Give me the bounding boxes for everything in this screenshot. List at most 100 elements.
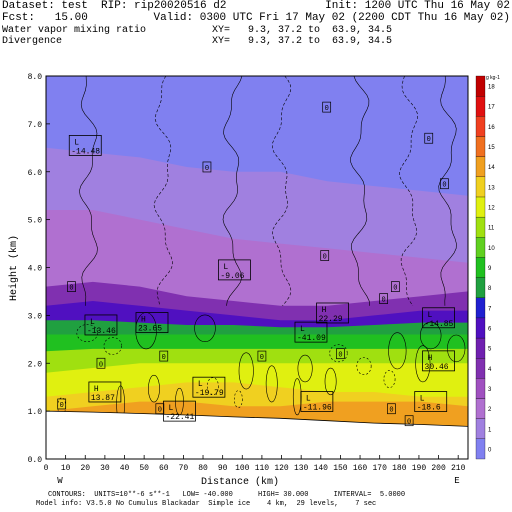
extremum-value: -11.96	[303, 404, 332, 413]
zero-contour-box	[424, 132, 434, 144]
colorbar-label: 17	[488, 105, 495, 111]
colorbar-swatch	[475, 156, 486, 177]
divergence-contour	[103, 337, 122, 355]
zero-contour-label: 0	[427, 136, 431, 144]
colorbar-label: 1	[488, 427, 492, 433]
colorbar-label: 11	[488, 226, 495, 232]
dataset-line: Dataset: test RIP: rip20020516 d2	[2, 0, 227, 12]
init-time: Init: 1200 UTC Thu 16 May 02	[325, 0, 510, 12]
extremum-kind: L	[223, 263, 228, 272]
divergence-contour	[388, 332, 407, 370]
colorbar-swatch	[475, 277, 486, 298]
x-tick-label: 130	[294, 464, 309, 473]
x-tick-label: 190	[412, 464, 427, 473]
y-tick-label: 4.0	[28, 265, 43, 274]
x-tick-label: 150	[333, 464, 348, 473]
x-tick-label: 70	[179, 464, 189, 473]
divergence-contour	[265, 365, 278, 403]
divergence-contour	[356, 357, 372, 376]
divergence-contour	[76, 324, 98, 343]
colorbar-swatch	[475, 297, 486, 319]
x-axis-label: Distance (km)	[201, 476, 279, 488]
x-tick-label: 210	[451, 464, 466, 473]
extremum-value: -14.48	[71, 147, 100, 156]
x-tick-label: 90	[218, 464, 228, 473]
colorbar-unit: g kg-1	[486, 75, 500, 81]
zero-contour-box	[379, 293, 388, 304]
west-label: W	[57, 476, 63, 486]
extremum-value: -14.85	[425, 320, 454, 329]
zero-contour-box	[159, 350, 169, 362]
x-tick-label: 200	[431, 464, 446, 473]
colorbar-label: 16	[488, 125, 495, 131]
extremum-kind: L	[306, 395, 311, 404]
extremum-box	[84, 314, 118, 336]
low-label: L-11.96	[300, 391, 334, 413]
divergence-contour	[383, 370, 396, 388]
extremum-kind: L	[74, 138, 79, 147]
extremum-box	[300, 391, 334, 412]
extremum-value: -13.46	[87, 327, 116, 336]
zero-contour-box	[440, 178, 449, 190]
x-tick-label: 170	[372, 464, 387, 473]
east-label: E	[454, 476, 459, 486]
extremum-value: 30.46	[425, 363, 449, 372]
extremum-kind: L	[420, 395, 425, 404]
zero-contour-box	[336, 348, 345, 360]
divergence-contour	[194, 314, 216, 343]
zero-contour-box	[387, 403, 396, 415]
zero-contour-label: 0	[393, 285, 397, 293]
colorbar-swatch	[475, 237, 486, 258]
x-tick-label: 50	[139, 464, 149, 473]
x-tick-label: 30	[100, 464, 110, 473]
x-tick-label: 160	[353, 464, 368, 473]
extremum-value: -19.79	[195, 389, 224, 398]
x-tick-label: 20	[80, 464, 90, 473]
zero-contour-box	[96, 357, 106, 369]
divergence-contour	[297, 354, 313, 383]
low-label: L-19.79	[192, 376, 226, 398]
low-label: L-18.6	[414, 391, 448, 413]
divergence-contour	[234, 390, 243, 409]
y-tick-label: 8.0	[28, 73, 43, 82]
low-label: L-22.41	[163, 400, 196, 422]
colorbar-label: 5	[488, 347, 492, 353]
extremum-kind: L	[168, 404, 173, 413]
zero-contour-box	[391, 281, 400, 292]
x-tick-label: 140	[314, 464, 329, 473]
divergence-contour	[153, 76, 173, 306]
colorbar-label: 0	[488, 447, 492, 453]
colorbar-label: 14	[488, 165, 495, 171]
axes: 0 10 20 30 40 50 60 70 80 90 100 110 120 130 140 150 160…	[28, 73, 466, 473]
zero-contour-label: 0	[260, 354, 264, 362]
extremum-box	[316, 302, 349, 324]
divergence-contour	[447, 334, 466, 363]
zero-contour-label: 0	[162, 354, 166, 362]
cross-section-xy-contoured: XY= 9.3, 37.2 to 63.9, 34.5	[212, 36, 393, 47]
divergence-contour	[222, 76, 243, 306]
y-tick-label: 1.0	[28, 408, 43, 417]
extremum-box	[88, 381, 122, 403]
zero-contour-label: 0	[99, 361, 103, 369]
extremum-value: 23.65	[138, 325, 162, 334]
extremum-kind: H	[322, 306, 327, 315]
zero-contour-label: 0	[205, 165, 209, 173]
colorbar-swatch	[475, 257, 486, 278]
x-tick-label: 110	[255, 464, 270, 473]
colorbar-swatch	[475, 438, 486, 460]
colorbar-swatch	[475, 337, 486, 359]
terrain-profile	[46, 410, 468, 459]
extremum-kind: L	[428, 311, 433, 320]
extremum-box	[294, 321, 328, 343]
extremum-value: -41.09	[297, 334, 326, 343]
zero-contour-box	[57, 398, 67, 410]
colorbar-label: 10	[488, 246, 495, 252]
colorbar-swatch	[475, 216, 486, 238]
extremum-box	[218, 259, 251, 281]
y-axis-label: Height (km)	[8, 235, 20, 301]
colorbar-label: 12	[488, 206, 495, 212]
extremum-value: 22.29	[319, 315, 343, 324]
extremum-kind: H	[94, 385, 99, 394]
